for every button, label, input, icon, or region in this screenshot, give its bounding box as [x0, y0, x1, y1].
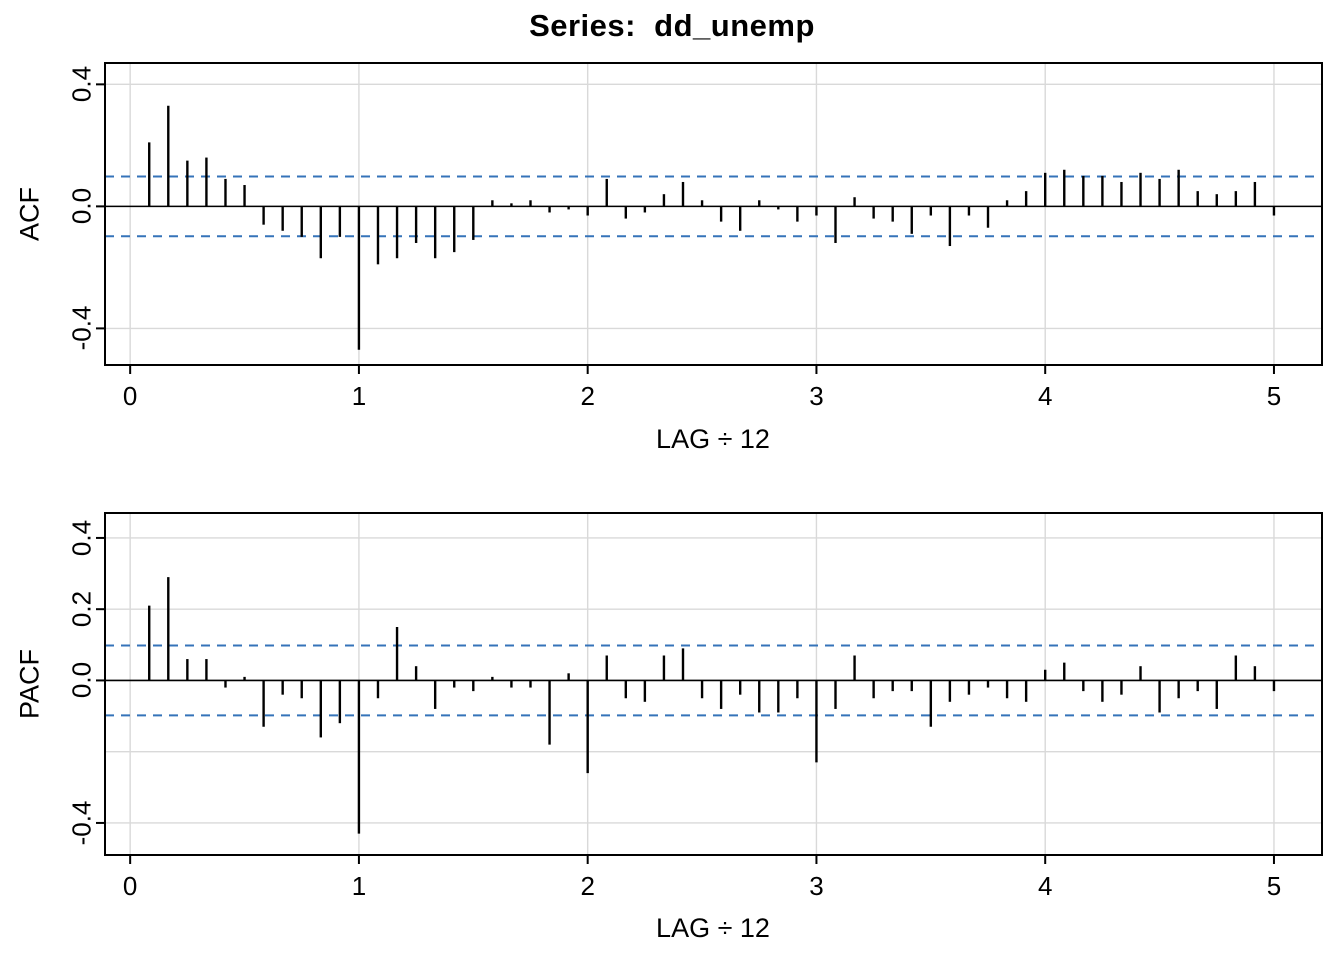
- pacf-y-tick-label: 0.4: [66, 519, 97, 557]
- pacf-x-tick-label: 5: [1266, 871, 1282, 901]
- acf-y-tick-label: 0.4: [66, 66, 97, 103]
- acf-plot-border: [104, 62, 1323, 366]
- acf-y-tick-label: 0.0: [66, 188, 97, 225]
- pacf-x-tick-label: 1: [351, 871, 367, 901]
- pacf-x-tick-label: 4: [1037, 871, 1053, 901]
- pacf-y-tick-label: 0.0: [66, 662, 97, 699]
- pacf-x-tick-label: 0: [122, 871, 138, 901]
- pacf-y-axis-label: PACF: [14, 648, 45, 720]
- pacf-y-tick-label: -0.4: [66, 800, 97, 846]
- pacf-x-tick-label: 3: [809, 871, 824, 901]
- acf-x-tick-label: 1: [351, 381, 367, 411]
- acf-x-tick-label: 2: [580, 381, 595, 411]
- acf-x-axis-label: LAG ÷ 12: [656, 424, 770, 454]
- pacf-x-axis-label: LAG ÷ 12: [656, 913, 770, 943]
- acf-x-tick-label: 3: [809, 381, 824, 411]
- pacf-plot-border: [104, 512, 1323, 856]
- pacf-x-tick-label: 2: [580, 871, 595, 901]
- acf-x-tick-label: 5: [1266, 381, 1282, 411]
- acf-y-tick-label: -0.4: [66, 305, 97, 351]
- pacf-y-tick-label: 0.2: [66, 591, 97, 628]
- acf-x-tick-label: 0: [122, 381, 138, 411]
- acf-y-axis-label: ACF: [14, 187, 45, 241]
- acf-x-tick-label: 4: [1037, 381, 1053, 411]
- chart-title: Series: dd_unemp: [529, 8, 815, 43]
